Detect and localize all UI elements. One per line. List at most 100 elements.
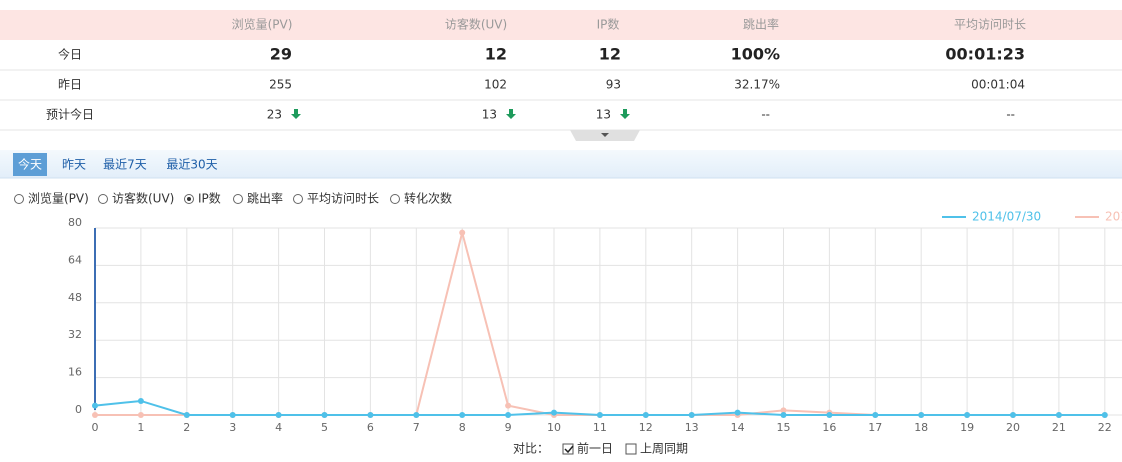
tab[interactable]: 今天 [18, 157, 42, 172]
column-header: 跳出率 [743, 17, 779, 32]
x-tick-label: 3 [229, 421, 236, 434]
x-tick-label: 9 [505, 421, 512, 434]
radio[interactable] [98, 194, 108, 204]
metric-option[interactable]: IP数 [198, 191, 221, 206]
data-point [505, 402, 512, 409]
metric-option[interactable]: 浏览量(PV) [28, 191, 89, 206]
x-tick-label: 8 [459, 421, 466, 434]
data-point [275, 412, 282, 418]
data-point [826, 412, 833, 418]
cell: 00:01:23 [945, 45, 1025, 64]
collapse-arrow [601, 133, 609, 137]
data-point [229, 412, 236, 418]
data-point [551, 409, 557, 416]
metric-option[interactable]: 转化次数 [404, 191, 452, 206]
y-tick-label: 80 [68, 216, 82, 229]
x-tick-label: 20 [1006, 421, 1020, 434]
radio[interactable] [293, 194, 303, 204]
compare-option[interactable]: 上周同期 [640, 442, 688, 456]
x-tick-label: 18 [914, 421, 928, 434]
tab-bar [0, 150, 1122, 178]
tab-selected-bg [13, 153, 47, 176]
down-arrow [506, 109, 516, 119]
cell: 00:01:04 [971, 78, 1025, 92]
y-tick-label: 0 [75, 403, 82, 416]
x-tick-label: 12 [639, 421, 653, 434]
cell: 12 [485, 45, 507, 64]
metric-option[interactable]: 跳出率 [247, 191, 283, 206]
cell: -- [1006, 108, 1015, 122]
radio[interactable] [233, 194, 243, 204]
checkbox[interactable] [562, 443, 574, 455]
x-tick-label: 4 [275, 421, 282, 434]
y-tick-label: 32 [68, 328, 82, 341]
data-point [780, 412, 787, 418]
cell: 100% [731, 45, 780, 64]
compare-label: 对比： [513, 442, 549, 456]
x-tick-label: 10 [547, 421, 561, 434]
data-point [367, 412, 374, 418]
data-point [872, 412, 879, 418]
cell: 93 [606, 78, 621, 92]
data-point [642, 412, 649, 418]
tab[interactable]: 最近30天 [166, 158, 217, 172]
x-tick-label: 21 [1052, 421, 1066, 434]
column-header: 浏览量(PV) [232, 17, 293, 32]
metric-option[interactable]: 平均访问时长 [307, 192, 379, 206]
x-tick-label: 6 [367, 421, 374, 434]
data-point [918, 412, 925, 418]
y-tick-label: 48 [68, 291, 82, 304]
checkmark [564, 445, 574, 454]
x-tick-label: 1 [137, 421, 144, 434]
data-point [734, 409, 741, 416]
data-point [92, 402, 98, 409]
y-tick-label: 64 [68, 253, 82, 266]
x-tick-label: 7 [413, 421, 420, 434]
data-point [505, 412, 512, 418]
x-tick-label: 16 [822, 421, 836, 434]
compare-option[interactable]: 前一日 [577, 441, 613, 456]
x-tick-label: 14 [731, 421, 745, 434]
data-point [137, 397, 144, 404]
data-point [321, 412, 328, 418]
cell: 102 [484, 78, 507, 92]
x-tick-label: 13 [685, 421, 699, 434]
data-point [1055, 412, 1062, 418]
radio[interactable] [390, 194, 400, 204]
x-tick-label: 17 [868, 421, 882, 434]
row-label: 昨日 [58, 78, 82, 92]
cell: 13 [482, 108, 497, 122]
cell: 12 [599, 45, 621, 64]
tab[interactable]: 昨天 [62, 158, 86, 172]
x-tick-label: 15 [777, 421, 791, 434]
data-point [459, 229, 466, 236]
y-tick-label: 16 [68, 366, 82, 379]
radio-dot [187, 197, 191, 201]
data-point [596, 412, 603, 418]
cell: 29 [270, 45, 292, 64]
legend-label[interactable]: 2014/07/30 [972, 210, 1041, 224]
data-point [964, 412, 971, 418]
data-point [459, 412, 466, 418]
checkbox[interactable] [625, 443, 637, 455]
x-tick-label: 11 [593, 421, 607, 434]
legend-label[interactable]: 2014/07 [1105, 210, 1122, 224]
cell: 23 [267, 108, 282, 122]
column-header: 平均访问时长 [954, 18, 1026, 32]
data-point [413, 412, 420, 418]
cell: 255 [269, 78, 292, 92]
cell: -- [761, 108, 770, 122]
row-label: 预计今日 [46, 107, 94, 122]
down-arrow [620, 109, 630, 119]
radio[interactable] [14, 194, 24, 204]
metric-option[interactable]: 访客数(UV) [112, 191, 174, 206]
tab[interactable]: 最近7天 [103, 158, 147, 172]
data-point [1010, 412, 1016, 418]
data-point [688, 412, 695, 418]
column-header: IP数 [597, 17, 620, 32]
column-header: 访客数(UV) [445, 17, 507, 32]
x-tick-label: 19 [960, 421, 974, 434]
